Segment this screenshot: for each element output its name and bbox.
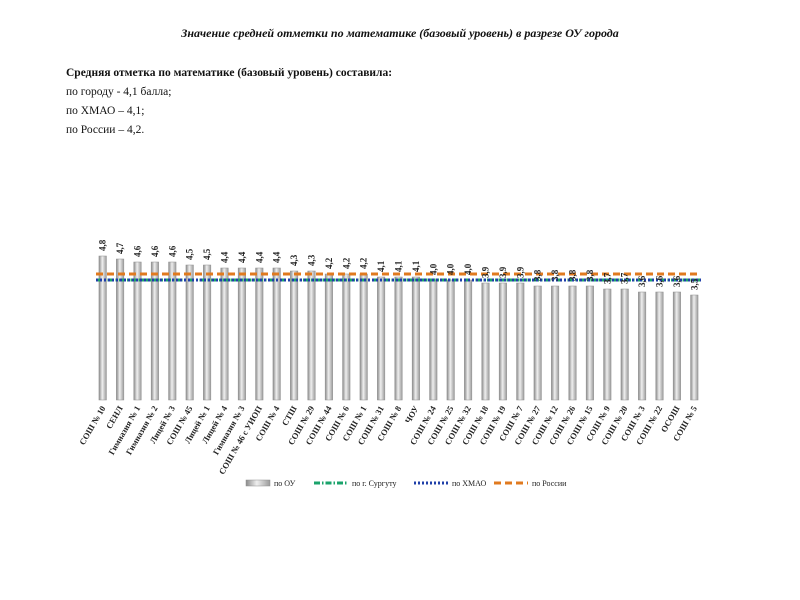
value-label: 4,6 <box>133 245 143 257</box>
value-label: 3,9 <box>515 266 525 278</box>
value-label: 4,6 <box>150 245 160 257</box>
value-label: 3,5 <box>689 278 699 290</box>
value-label: 4,3 <box>307 254 317 266</box>
reference-lines-layer <box>96 272 701 282</box>
value-label: 3,9 <box>498 266 508 278</box>
bar <box>568 285 577 401</box>
value-label: 4,0 <box>463 263 473 275</box>
bar <box>481 282 490 401</box>
bar <box>672 291 681 401</box>
value-label: 4,0 <box>428 263 438 275</box>
value-label: 4,4 <box>254 251 264 263</box>
value-label: 3,7 <box>602 272 612 284</box>
value-label: 4,0 <box>446 263 456 275</box>
bar <box>638 291 647 401</box>
legend-label: по г. Сургуту <box>352 479 396 488</box>
value-label: 3,6 <box>655 275 665 287</box>
legend-item-line: по России <box>494 479 567 488</box>
summary-russia: по России – 4,2. <box>66 124 145 136</box>
bar <box>185 264 194 401</box>
legend: по ОУ по г. Сургуту по ХМАО по России <box>245 479 567 488</box>
bar <box>133 261 142 401</box>
value-label: 4,8 <box>98 239 108 251</box>
summary-heading: Средняя отметка по математике (базовый у… <box>66 67 393 79</box>
value-label: 4,2 <box>359 257 369 269</box>
bar <box>655 291 664 401</box>
bar <box>585 285 594 401</box>
value-label: 3,8 <box>585 269 595 281</box>
value-label: 3,8 <box>550 269 560 281</box>
bar <box>116 258 125 401</box>
value-label: 4,7 <box>115 242 125 254</box>
value-label: 4,6 <box>167 245 177 257</box>
value-label: 4,3 <box>289 254 299 266</box>
bar <box>168 261 177 401</box>
value-label: 4,2 <box>324 257 334 269</box>
value-label: 4,4 <box>237 251 247 263</box>
bar <box>290 270 299 401</box>
legend-swatch <box>245 479 271 487</box>
value-labels-layer: 4,8 4,7 4,6 4,6 4,6 4,5 4,5 4,4 4,4 4,4 4,4 4,3 4,3 4… <box>98 239 700 290</box>
bar <box>237 267 246 401</box>
bar <box>324 273 333 401</box>
bar <box>342 273 351 401</box>
bar <box>255 267 264 401</box>
value-label: 4,2 <box>341 257 351 269</box>
legend-label: по ХМАО <box>452 479 487 488</box>
summary-block: Средняя отметка по математике (базовый у… <box>66 64 392 140</box>
value-label: 3,7 <box>620 272 630 284</box>
bar <box>272 267 281 401</box>
value-label: 4,1 <box>411 260 421 272</box>
bar <box>603 288 612 401</box>
summary-khmao: по ХМАО – 4,1; <box>66 105 145 117</box>
bar <box>533 285 542 401</box>
bar <box>516 282 525 401</box>
bar <box>464 279 473 401</box>
legend-item-bars: по ОУ <box>245 479 296 488</box>
bar <box>411 276 420 401</box>
value-label: 3,6 <box>637 275 647 287</box>
legend-item-line: по г. Сургуту <box>314 479 396 488</box>
bar <box>498 282 507 401</box>
value-label: 4,1 <box>376 260 386 272</box>
bar <box>429 279 438 401</box>
legend-item-line: по ХМАО <box>414 479 487 488</box>
value-label: 4,5 <box>185 248 195 260</box>
value-label: 4,4 <box>220 251 230 263</box>
bar <box>377 276 386 401</box>
summary-city: по городу - 4,1 балла; <box>66 86 172 98</box>
legend-label: по ОУ <box>274 479 296 488</box>
value-label: 3,8 <box>568 269 578 281</box>
bar <box>220 267 229 401</box>
bars-layer <box>98 255 699 401</box>
bar <box>98 255 107 401</box>
legend-label: по России <box>532 479 567 488</box>
bar <box>307 270 316 401</box>
bar <box>203 264 212 401</box>
bar <box>394 276 403 401</box>
value-label: 4,1 <box>394 260 404 272</box>
value-label: 3,8 <box>533 269 543 281</box>
value-label: 3,9 <box>481 266 491 278</box>
bar <box>620 288 629 401</box>
bar <box>150 261 159 401</box>
page-title: Значение средней отметки по математике (… <box>181 26 619 40</box>
bar <box>446 279 455 401</box>
value-label: 4,4 <box>272 251 282 263</box>
value-label: 3,6 <box>672 275 682 287</box>
bar <box>690 294 699 401</box>
value-label: 4,5 <box>202 248 212 260</box>
bar <box>551 285 560 401</box>
bar <box>359 273 368 401</box>
